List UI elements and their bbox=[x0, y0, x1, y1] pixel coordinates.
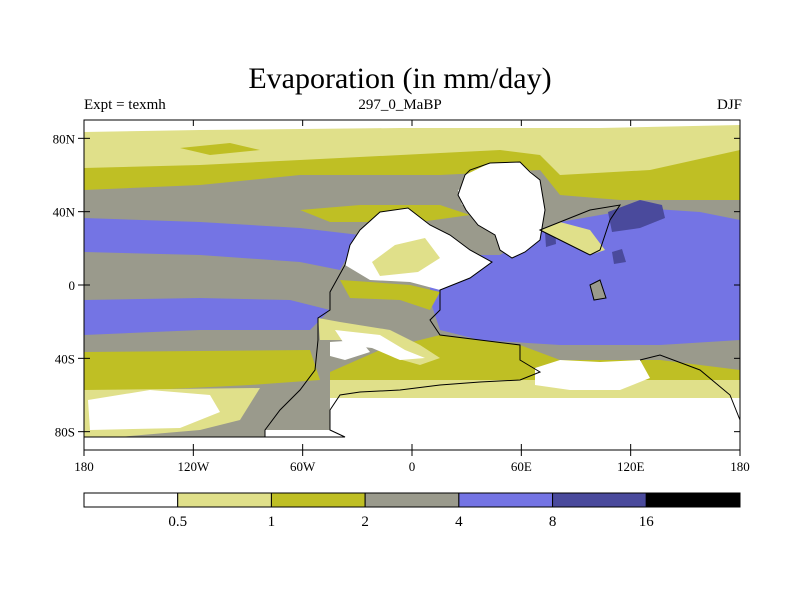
land-south-small-white bbox=[330, 340, 370, 360]
patch-north-olive bbox=[180, 143, 260, 155]
subtitle-season: DJF bbox=[716, 97, 742, 113]
colorbar-label-2: 2 bbox=[361, 514, 369, 530]
antarctic-white-edge bbox=[260, 440, 740, 450]
coastline-island bbox=[589, 279, 607, 301]
colorbar-label-4: 8 bbox=[549, 514, 557, 530]
land-southeast-white bbox=[535, 360, 650, 390]
land-central-light bbox=[372, 238, 440, 276]
subtitle-period: 297_0_MaBP bbox=[358, 97, 442, 113]
band-south-light-east bbox=[330, 380, 740, 400]
lon-tick-label-4: 60E bbox=[511, 459, 532, 474]
band-equator-west bbox=[84, 262, 340, 292]
land-east-island bbox=[458, 185, 475, 205]
island-central-east bbox=[590, 280, 606, 300]
lon-tick-label-6: 180 bbox=[730, 459, 750, 474]
lat-tick-label-0: 80N bbox=[53, 131, 76, 146]
colorbar-label-5: 16 bbox=[639, 514, 655, 530]
latitude-axis: 80N 40N 0 40S 80S bbox=[53, 131, 740, 440]
band-north-light bbox=[84, 120, 740, 175]
land-east-light bbox=[540, 222, 605, 255]
lon-tick-label-5: 120E bbox=[617, 459, 645, 474]
colorbar-box-1 bbox=[177, 492, 272, 508]
band-tropic-south-west bbox=[84, 298, 330, 335]
lon-tick-label-0: 180 bbox=[74, 459, 94, 474]
lat-tick-label-2: 0 bbox=[69, 278, 76, 293]
band-tropic-east bbox=[430, 208, 740, 345]
colorbar-label-0: 0.5 bbox=[168, 514, 187, 530]
lon-tick-label-3: 0 bbox=[409, 459, 416, 474]
colorbar-box-2 bbox=[270, 492, 366, 508]
lat-tick-label-4: 80S bbox=[55, 425, 75, 440]
patch-dark-east bbox=[608, 200, 665, 232]
lat-tick-label-3: 40S bbox=[55, 351, 75, 366]
colorbar-label-1: 1 bbox=[268, 514, 276, 530]
colorbar: 0.5 1 2 4 8 16 bbox=[83, 492, 741, 530]
coastlines bbox=[84, 161, 741, 438]
coastline-northeast bbox=[457, 161, 546, 259]
lon-tick-label-2: 60W bbox=[290, 459, 316, 474]
land-central-coast bbox=[340, 280, 440, 310]
coastline-southeast bbox=[639, 354, 741, 421]
colorbar-box-4 bbox=[458, 492, 554, 508]
coastline-central bbox=[264, 207, 542, 438]
patch-south-white-west bbox=[88, 390, 220, 430]
lon-tick-label-1: 120W bbox=[177, 459, 210, 474]
colorbar-box-3 bbox=[364, 492, 460, 508]
land-northeast bbox=[458, 162, 545, 258]
lat-tick-label-1: 40N bbox=[53, 205, 76, 220]
colorbar-box-0 bbox=[83, 492, 179, 508]
coastline-east bbox=[538, 204, 622, 256]
land-south-mid-white bbox=[335, 330, 425, 360]
longitude-axis: 180 120W 60W 0 60E 120E 180 bbox=[74, 120, 750, 474]
patch-dark-small-2 bbox=[612, 249, 626, 264]
colorbar-label-3: 4 bbox=[455, 514, 463, 530]
band-tropic-north-west bbox=[84, 218, 360, 270]
colorbar-box-6 bbox=[645, 492, 741, 508]
band-south-olive bbox=[84, 350, 320, 392]
evaporation-field bbox=[84, 120, 740, 450]
map-title: Evaporation (in mm/day) bbox=[248, 62, 552, 95]
colorbar-box-5 bbox=[552, 492, 647, 508]
subtitle-experiment: Expt = texmh bbox=[84, 97, 166, 113]
